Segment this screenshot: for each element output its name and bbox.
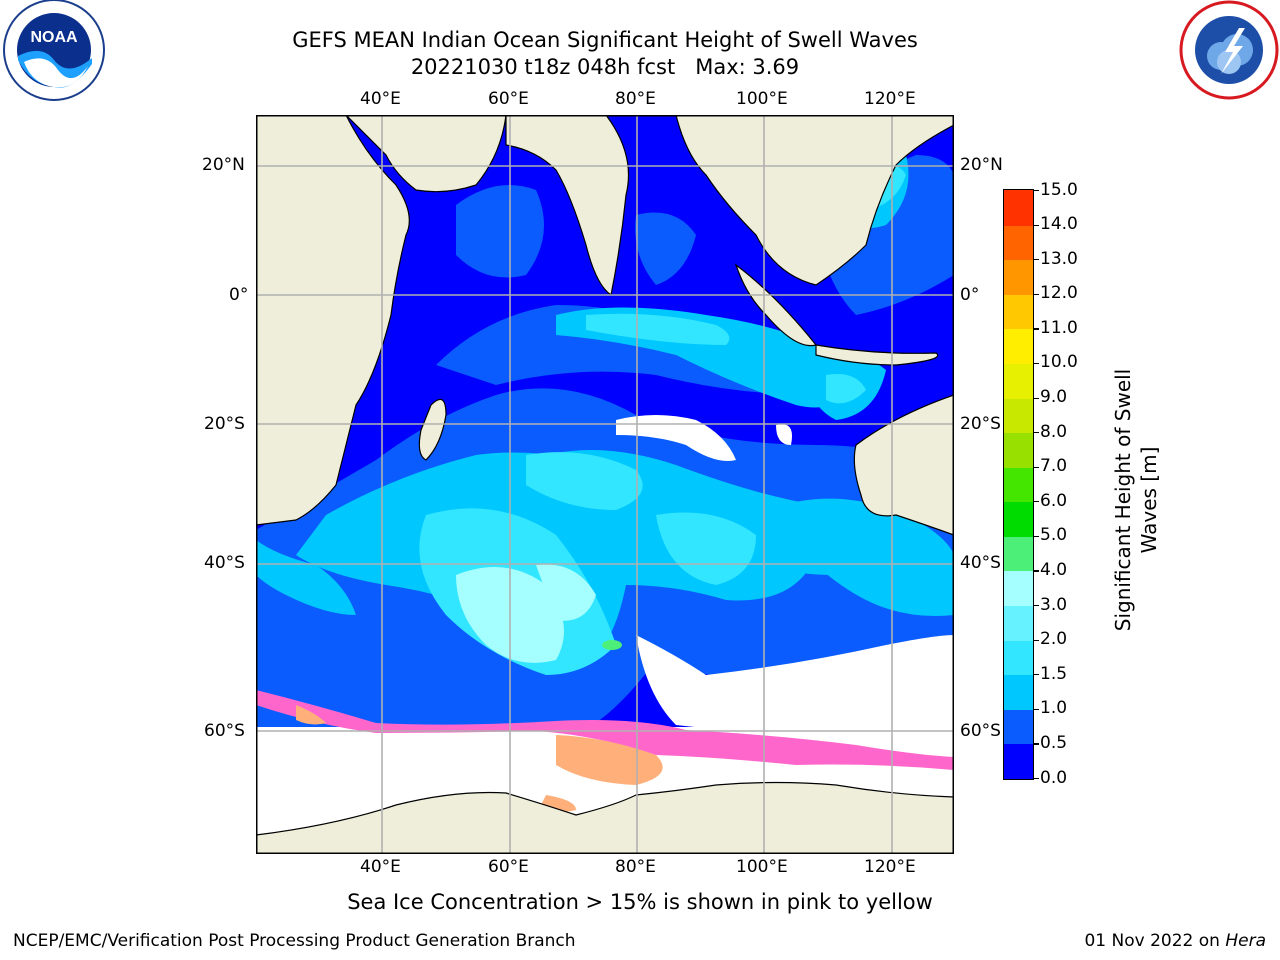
colorbar-tick-label: 7.0 [1040, 456, 1068, 477]
footer-date-text: 01 Nov 2022 on [1084, 931, 1226, 951]
noaa-logo-text: NOAA [30, 29, 78, 46]
footer-credit: NCEP/EMC/Verification Post Processing Pr… [13, 931, 576, 951]
colorbar-title-line2: Waves [m] [1137, 446, 1162, 554]
colorbar-tick-label: 5.0 [1040, 525, 1068, 546]
colorbar-tick-mark [1034, 570, 1039, 572]
map-frame [256, 115, 954, 854]
colorbar-tick-labels: 0.0 0.5 1.0 1.5 2.0 3.0 4.0 5.0 6.0 7.0 8.0 9.0 10.0… [1034, 0, 1100, 960]
colorbar-segment [1004, 259, 1033, 295]
colorbar-tick-label: 8.0 [1040, 421, 1068, 442]
colorbar-tick-mark [1034, 501, 1039, 503]
colorbar-tick-mark [1034, 259, 1039, 261]
swell-band-3-0 [602, 640, 622, 650]
lon-tick-bottom-40e: 40°E [360, 857, 401, 877]
nws-logo-icon [1177, 0, 1280, 104]
colorbar-segment [1004, 225, 1033, 261]
colorbar-segment [1004, 294, 1033, 330]
colorbar [1003, 189, 1034, 780]
lat-tick-right-20n: 20°N [960, 155, 1003, 175]
colorbar-segment [1004, 397, 1033, 434]
colorbar-tick-mark [1034, 639, 1039, 641]
colorbar-segment [1004, 605, 1033, 641]
colorbar-tick-label: 11.0 [1040, 317, 1078, 338]
lat-tick-left-20n: 20°N [202, 155, 245, 175]
colorbar-tick-label: 14.0 [1040, 214, 1078, 235]
colorbar-segment [1004, 709, 1033, 745]
colorbar-tick-mark [1034, 328, 1039, 330]
colorbar-tick-label: 15.0 [1040, 179, 1078, 200]
lat-tick-right-40s: 40°S [960, 553, 1001, 573]
colorbar-segment [1004, 743, 1033, 779]
noaa-logo-icon: NOAA [2, 0, 106, 104]
colorbar-tick-mark [1034, 432, 1039, 434]
colorbar-tick-mark [1034, 293, 1039, 295]
lon-tick-top-40e: 40°E [360, 89, 401, 109]
colorbar-segment [1004, 674, 1033, 710]
colorbar-tick-mark [1034, 535, 1039, 538]
lon-tick-top-100e: 100°E [736, 89, 788, 109]
colorbar-tick-mark [1034, 224, 1039, 226]
colorbar-tick-mark [1034, 605, 1039, 607]
lon-tick-bottom-120e: 120°E [864, 857, 916, 877]
colorbar-tick-mark [1034, 397, 1039, 399]
colorbar-segment [1004, 536, 1033, 572]
colorbar-segment [1004, 190, 1033, 226]
colorbar-tick-label: 13.0 [1040, 248, 1078, 269]
lon-tick-top-80e: 80°E [615, 89, 656, 109]
colorbar-tick-label: 2.0 [1040, 629, 1068, 650]
colorbar-tick-mark [1034, 190, 1039, 192]
colorbar-tick-label: 0.5 [1040, 732, 1068, 753]
map-subtitle: 20221030 t18z 048h fcst Max: 3.69 [410, 55, 800, 79]
colorbar-tick-label: 12.0 [1040, 283, 1078, 304]
colorbar-tick-label: 0.0 [1040, 767, 1068, 788]
colorbar-segment [1004, 328, 1033, 364]
footer-date: 01 Nov 2022 on Hera [1084, 931, 1266, 951]
colorbar-segment [1004, 432, 1033, 468]
lat-tick-left-40s: 40°S [204, 553, 245, 573]
colorbar-segment [1004, 363, 1033, 399]
sea-ice-note: Sea Ice Concentration > 15% is shown in … [347, 890, 933, 914]
colorbar-tick-label: 1.5 [1040, 663, 1068, 684]
colorbar-tick-mark [1034, 466, 1039, 468]
map-panel[interactable] [256, 115, 954, 854]
colorbar-title-line1: Significant Height of Swell [1111, 368, 1136, 632]
colorbar-segment [1004, 501, 1033, 537]
colorbar-tick-label: 4.0 [1040, 559, 1068, 580]
lon-tick-bottom-60e: 60°E [488, 857, 529, 877]
lon-tick-top-120e: 120°E [864, 89, 916, 109]
colorbar-tick-mark [1034, 708, 1039, 710]
colorbar-tick-mark [1034, 674, 1039, 676]
colorbar-segment [1004, 570, 1033, 607]
lon-tick-bottom-100e: 100°E [736, 857, 788, 877]
lat-tick-right-60s: 60°S [960, 721, 1001, 741]
colorbar-segment [1004, 467, 1033, 503]
graticule [256, 115, 954, 854]
colorbar-tick-label: 3.0 [1040, 594, 1068, 615]
colorbar-tick-mark [1034, 778, 1039, 780]
colorbar-segment [1004, 640, 1033, 676]
lat-tick-right-0: 0° [960, 285, 980, 305]
colorbar-tick-mark [1034, 743, 1039, 745]
map-title: GEFS MEAN Indian Ocean Significant Heigh… [292, 28, 918, 52]
colorbar-tick-label: 6.0 [1040, 490, 1068, 511]
land-masses [256, 115, 954, 854]
colorbar-tick-label: 1.0 [1040, 698, 1068, 719]
lon-tick-bottom-80e: 80°E [615, 857, 656, 877]
lat-tick-left-20s: 20°S [204, 414, 245, 434]
colorbar-tick-mark [1034, 362, 1039, 365]
colorbar-tick-label: 10.0 [1040, 352, 1078, 373]
lon-tick-top-60e: 60°E [488, 89, 529, 109]
lat-tick-right-20s: 20°S [960, 414, 1001, 434]
footer-machine: Hera [1225, 931, 1266, 951]
lat-tick-left-60s: 60°S [204, 721, 245, 741]
colorbar-tick-label: 9.0 [1040, 387, 1068, 408]
colorbar-title: Significant Height of Swell Waves [m] [1006, 369, 1266, 631]
lat-tick-left-0: 0° [229, 285, 249, 305]
